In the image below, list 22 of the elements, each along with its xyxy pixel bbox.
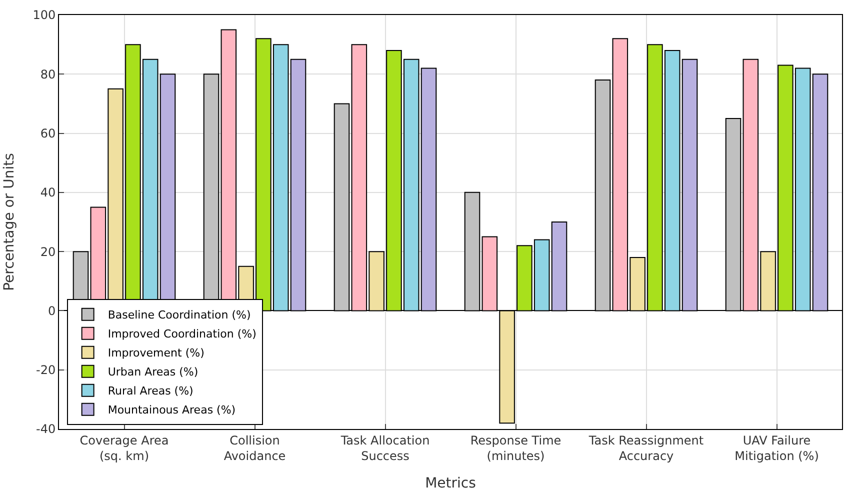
legend-label: Rural Areas (%) bbox=[108, 384, 194, 398]
y-tick-label: 80 bbox=[40, 67, 56, 82]
x-tick-label: Task Allocation Success bbox=[340, 433, 430, 463]
y-tick-label: 40 bbox=[40, 186, 56, 200]
x-tick-label: UAV Failure Mitigation (%) bbox=[734, 433, 819, 463]
legend-label: Baseline Coordination (%) bbox=[108, 308, 251, 322]
y-tick-label: -40 bbox=[36, 422, 56, 436]
y-tick-label: 0 bbox=[48, 304, 56, 318]
x-axis-title: Metrics bbox=[425, 475, 476, 492]
legend-label: Improved Coordination (%) bbox=[108, 328, 256, 341]
x-tick-label: Response Time (minutes) bbox=[470, 433, 562, 463]
legend-label: Urban Areas (%) bbox=[108, 366, 198, 379]
x-tick-label: Task Reassignment Accuracy bbox=[588, 433, 704, 463]
x-tick-label: Collision Avoidance bbox=[224, 433, 286, 463]
y-axis-title: Percentage or Units bbox=[1, 153, 18, 291]
legend-label: Mountainous Areas (%) bbox=[108, 404, 236, 417]
y-tick-label: 20 bbox=[40, 244, 56, 259]
x-tick-label: Coverage Area (sq. km) bbox=[80, 433, 169, 463]
y-tick-label: 100 bbox=[32, 8, 56, 22]
y-tick-label: -20 bbox=[36, 363, 56, 378]
legend-label: Improvement (%) bbox=[108, 346, 204, 360]
y-tick-label: 60 bbox=[40, 126, 56, 140]
